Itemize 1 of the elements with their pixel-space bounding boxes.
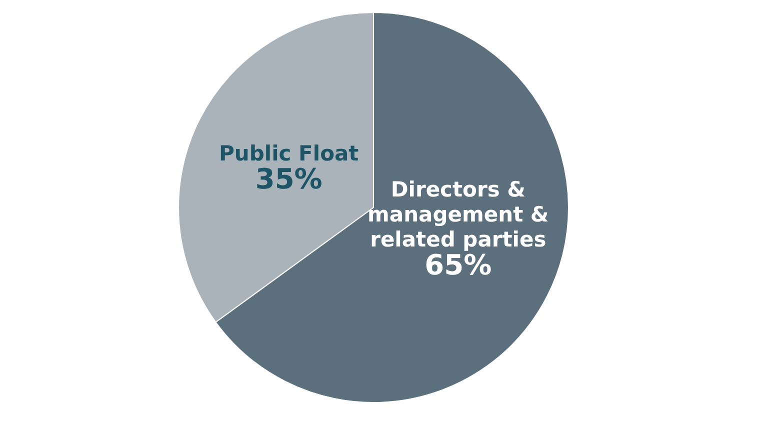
slice-label: Directors & management & related parties bbox=[368, 178, 549, 252]
